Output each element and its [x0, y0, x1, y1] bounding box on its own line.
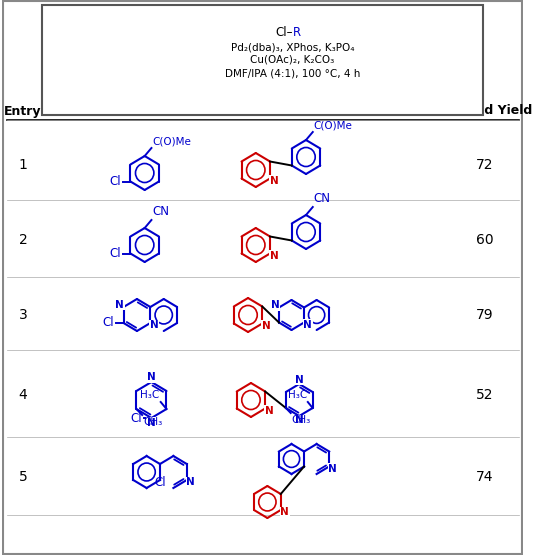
Bar [42, 5, 483, 115]
Text: Cl–: Cl– [125, 104, 145, 118]
Text: 4: 4 [18, 388, 28, 402]
Text: N: N [116, 300, 124, 310]
Text: 79: 79 [476, 308, 494, 322]
Text: Cl: Cl [109, 247, 121, 260]
Text: H₃C: H₃C [288, 390, 307, 400]
Text: Entry: Entry [4, 104, 42, 118]
Text: N: N [280, 507, 289, 517]
Text: N: N [94, 69, 103, 79]
Text: Cu(OAc)₂, K₂CO₃: Cu(OAc)₂, K₂CO₃ [251, 55, 335, 65]
Text: O: O [113, 39, 122, 49]
Text: B: B [102, 48, 111, 60]
Text: Cl: Cl [154, 476, 166, 489]
Text: N: N [116, 21, 125, 31]
Text: 2: 2 [18, 233, 28, 247]
Text: C(O)Me: C(O)Me [314, 120, 353, 130]
Text: CN: CN [152, 205, 170, 218]
Text: N: N [150, 320, 158, 330]
Text: O: O [133, 27, 141, 37]
Text: R: R [293, 27, 301, 39]
Text: R: R [150, 104, 159, 118]
Text: 60: 60 [476, 233, 494, 247]
Text: R: R [467, 57, 477, 69]
Text: N: N [186, 477, 195, 487]
Text: N: N [328, 463, 337, 473]
Text: Cl: Cl [109, 175, 121, 188]
Text: C(O)Me: C(O)Me [152, 136, 191, 146]
Text: N: N [265, 406, 274, 416]
Text: 74: 74 [476, 470, 494, 484]
Text: N: N [295, 375, 303, 385]
Text: O: O [113, 59, 122, 69]
Text: CH₃: CH₃ [143, 417, 163, 427]
Text: N: N [453, 69, 462, 79]
Text: 5: 5 [18, 470, 28, 484]
Text: DMF/IPA (4:1), 100 °C, 4 h: DMF/IPA (4:1), 100 °C, 4 h [225, 69, 360, 79]
Text: N: N [269, 176, 278, 186]
Text: 3: 3 [18, 308, 28, 322]
Text: N: N [303, 320, 312, 330]
Text: N: N [269, 251, 278, 261]
Text: H₃C: H₃C [89, 11, 109, 21]
Text: Cl: Cl [130, 411, 142, 425]
Text: Isolated Yield: Isolated Yield [437, 104, 532, 118]
Text: 1: 1 [18, 158, 28, 172]
Text: H₃C: H₃C [140, 390, 160, 400]
Text: 52: 52 [476, 388, 494, 402]
Text: O: O [133, 71, 141, 81]
Text: N: N [147, 418, 156, 428]
Text: Product: Product [274, 104, 328, 118]
Text: N: N [295, 416, 303, 426]
Text: Cl–: Cl– [275, 27, 293, 39]
Text: N: N [147, 372, 156, 382]
Text: Cl: Cl [102, 316, 114, 330]
Text: CN: CN [314, 192, 330, 205]
Text: Pd₂(dba)₃, XPhos, K₃PO₄: Pd₂(dba)₃, XPhos, K₃PO₄ [231, 42, 354, 52]
Text: 72: 72 [476, 158, 494, 172]
Text: N: N [262, 321, 271, 331]
Text: N: N [271, 300, 280, 310]
Text: CH₃: CH₃ [292, 415, 311, 425]
